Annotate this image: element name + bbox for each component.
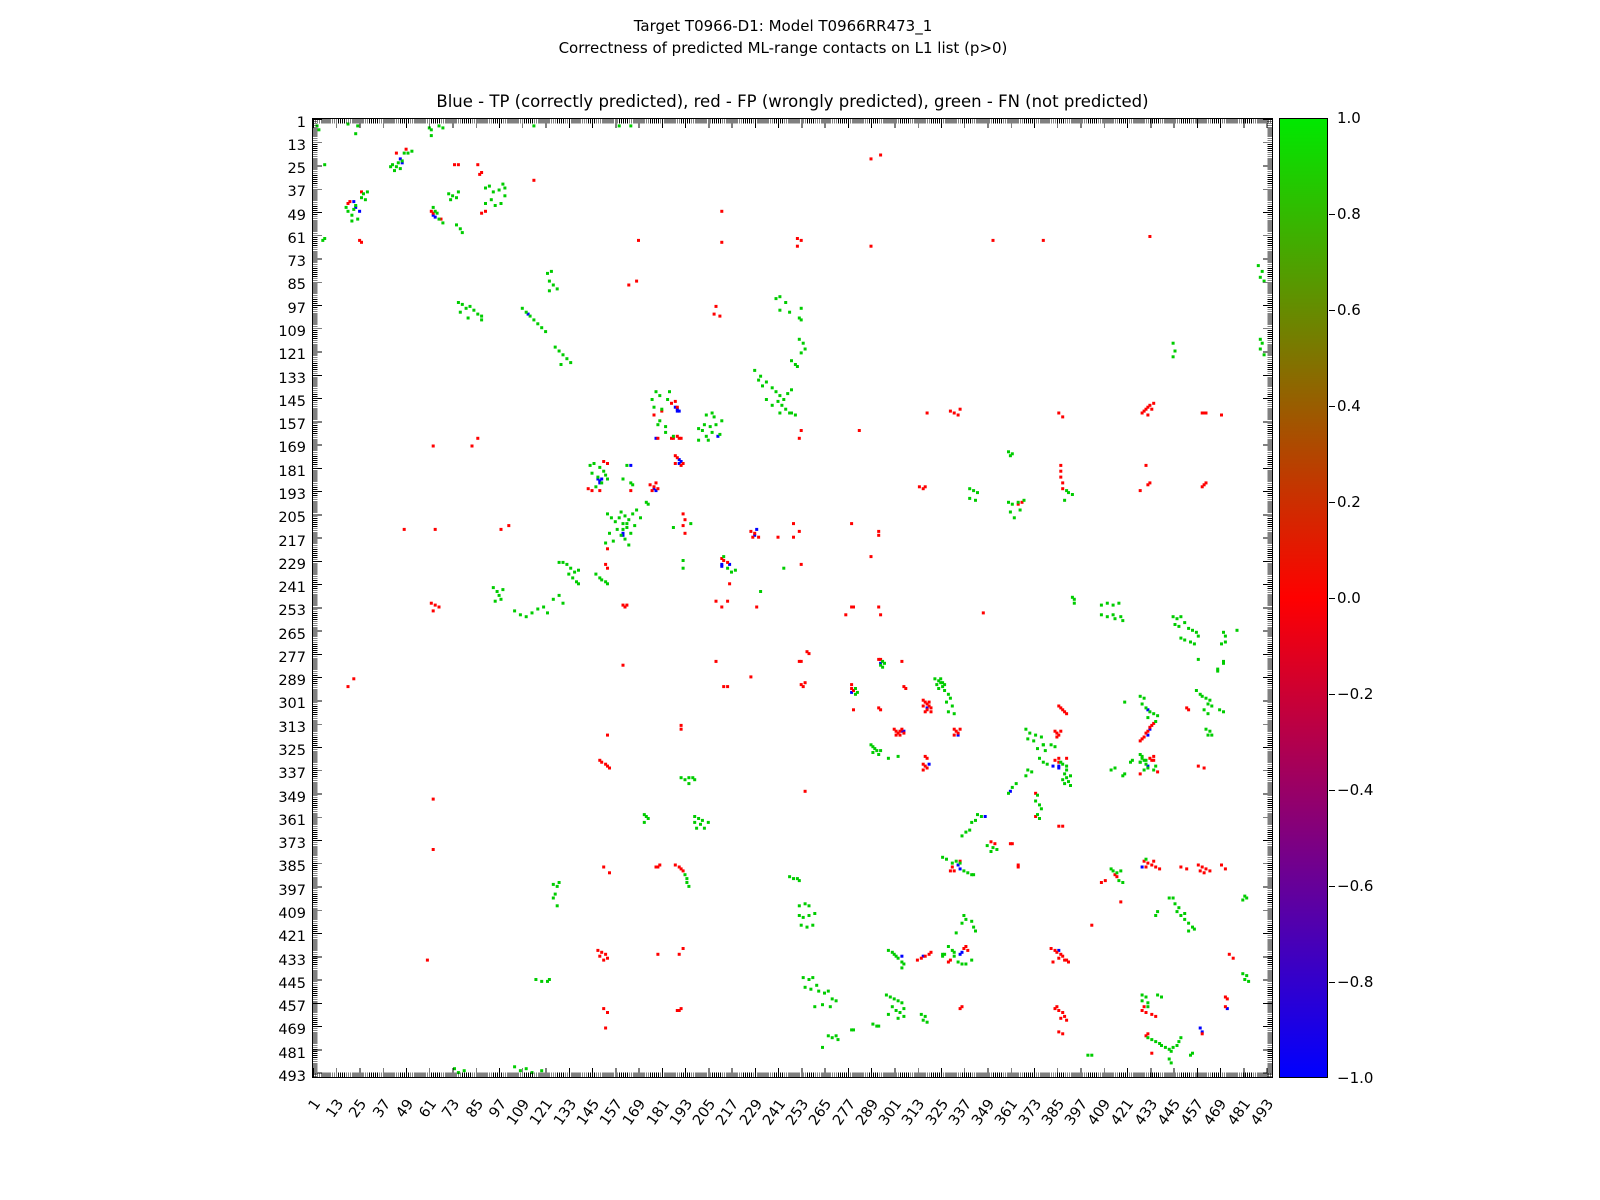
y-tick-label: 121 bbox=[278, 347, 306, 364]
y-tick-label: 433 bbox=[278, 952, 306, 969]
colorbar-tick-label: 0.4 bbox=[1337, 397, 1361, 415]
colorbar-tick-label: −0.2 bbox=[1337, 685, 1374, 703]
y-tick-label: 253 bbox=[278, 603, 306, 620]
y-tick-label: 109 bbox=[278, 324, 306, 340]
y-tick-label: 493 bbox=[278, 1068, 306, 1085]
y-tick-label: 85 bbox=[287, 277, 306, 294]
colorbar-tick bbox=[1329, 981, 1335, 983]
y-tick-label: 421 bbox=[278, 929, 306, 946]
colorbar-tick-label: −1.0 bbox=[1337, 1069, 1374, 1087]
y-tick-label: 133 bbox=[278, 370, 306, 387]
y-tick-label: 469 bbox=[278, 1022, 306, 1039]
colorbar-tick-label: 1.0 bbox=[1337, 109, 1361, 127]
y-tick-label: 325 bbox=[278, 743, 306, 760]
colorbar-tick-label: 0.2 bbox=[1337, 493, 1361, 511]
y-tick-label: 13 bbox=[287, 137, 306, 154]
y-tick-label: 37 bbox=[287, 184, 306, 201]
contact-map-plot bbox=[312, 118, 1273, 1078]
colorbar-tick bbox=[1329, 885, 1335, 887]
y-tick-label: 157 bbox=[278, 417, 306, 434]
y-tick-label: 361 bbox=[278, 812, 306, 829]
colorbar-tick bbox=[1329, 789, 1335, 791]
y-tick-label: 205 bbox=[278, 510, 306, 527]
y-tick-label: 481 bbox=[278, 1045, 306, 1062]
y-tick-label: 61 bbox=[287, 230, 306, 247]
colorbar-tick bbox=[1329, 693, 1335, 695]
y-tick-label: 97 bbox=[287, 300, 306, 317]
y-tick-label: 73 bbox=[287, 254, 306, 271]
colorbar-tick bbox=[1329, 309, 1335, 311]
figure-subtitle: Correctness of predicted ML-range contac… bbox=[558, 39, 1008, 57]
series-tp bbox=[352, 157, 1229, 1034]
y-tick-label: 337 bbox=[278, 766, 306, 783]
y-tick-label: 49 bbox=[287, 207, 306, 224]
colorbar-tick-label: −0.6 bbox=[1337, 877, 1374, 895]
colorbar-tick bbox=[1329, 597, 1335, 599]
y-tick-label: 289 bbox=[278, 673, 306, 690]
y-tick-label: 25 bbox=[287, 161, 306, 178]
figure-title: Target T0966-D1: Model T0966RR473_1 bbox=[633, 17, 933, 35]
y-tick-label: 409 bbox=[278, 905, 306, 922]
y-tick-label: 169 bbox=[278, 440, 306, 457]
y-tick-label: 265 bbox=[278, 626, 306, 643]
y-tick-label: 397 bbox=[278, 882, 306, 899]
colorbar-tick-label: −0.4 bbox=[1337, 781, 1374, 799]
scatter-points bbox=[315, 122, 1266, 1075]
colorbar-gradient bbox=[1280, 119, 1327, 1077]
y-tick-label: 277 bbox=[278, 649, 306, 666]
y-tick-label: 217 bbox=[278, 533, 306, 550]
y-tick-label: 457 bbox=[278, 999, 306, 1016]
axes-title: Blue - TP (correctly predicted), red - F… bbox=[436, 92, 1149, 111]
series-fp bbox=[346, 147, 1235, 1055]
series-fn bbox=[315, 122, 1266, 1075]
y-tick-label: 301 bbox=[278, 696, 306, 713]
y-tick-label: 181 bbox=[278, 463, 306, 480]
y-tick-label: 241 bbox=[278, 580, 306, 597]
y-tick-label: 385 bbox=[278, 859, 306, 876]
colorbar-tick-label: 0.6 bbox=[1337, 301, 1361, 319]
colorbar-tick bbox=[1329, 213, 1335, 215]
colorbar bbox=[1279, 118, 1328, 1078]
y-tick-label: 229 bbox=[278, 556, 306, 573]
colorbar-tick bbox=[1329, 501, 1335, 503]
y-tick-label: 349 bbox=[278, 789, 306, 806]
y-tick-label: 193 bbox=[278, 486, 306, 503]
y-tick-label: 373 bbox=[278, 836, 306, 853]
colorbar-tick-label: −0.8 bbox=[1337, 973, 1374, 991]
colorbar-tick-label: 0.0 bbox=[1337, 589, 1361, 607]
y-tick-label: 445 bbox=[278, 975, 306, 992]
colorbar-tick-label: 0.8 bbox=[1337, 205, 1361, 223]
y-tick-label: 1 bbox=[296, 114, 306, 131]
y-tick-label: 313 bbox=[278, 719, 306, 736]
colorbar-tick bbox=[1329, 405, 1335, 407]
y-tick-label: 145 bbox=[278, 393, 306, 410]
